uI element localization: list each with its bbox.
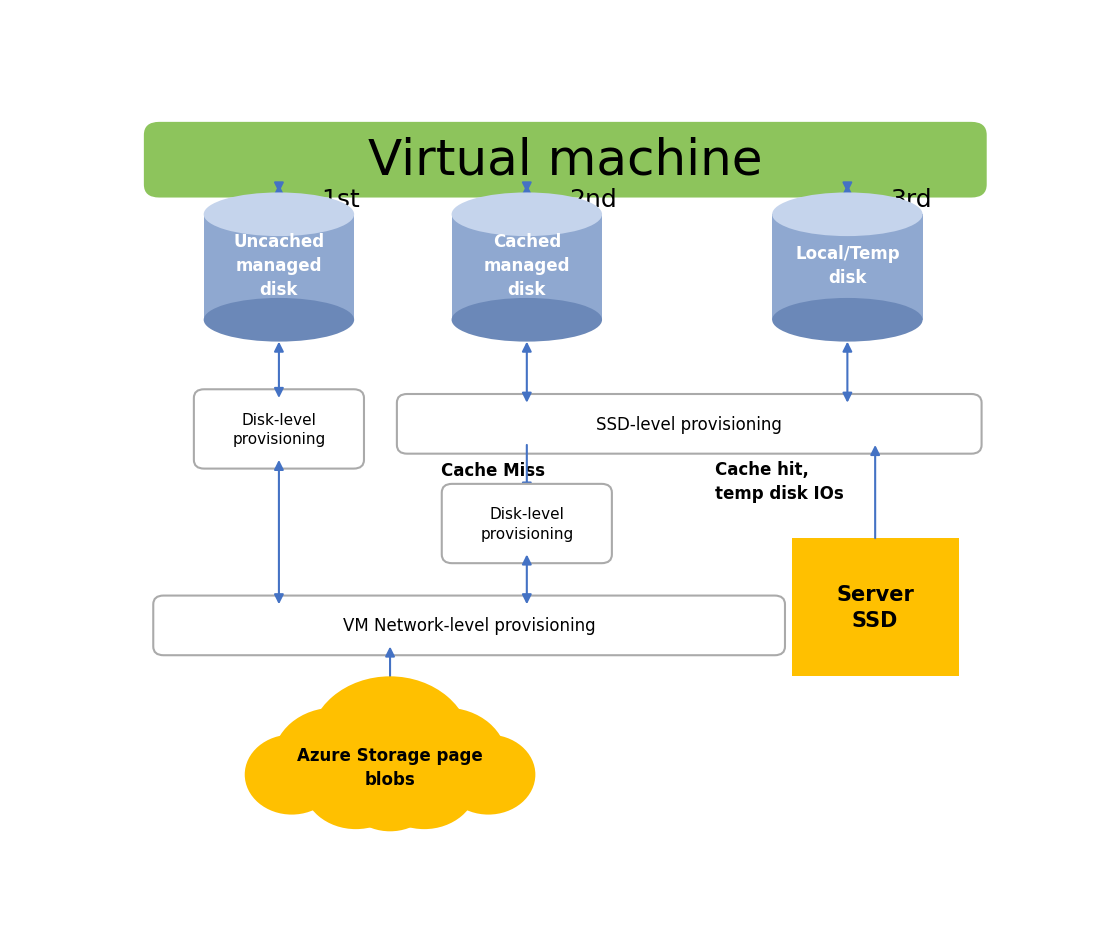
Circle shape [343,751,437,832]
Text: 1st: 1st [322,188,361,212]
Text: SSD-level provisioning: SSD-level provisioning [597,415,782,433]
Ellipse shape [451,194,602,237]
FancyBboxPatch shape [397,395,982,454]
FancyBboxPatch shape [143,123,987,198]
Bar [451,215,602,320]
Text: 2nd: 2nd [569,188,618,212]
FancyBboxPatch shape [194,390,364,469]
Text: Cache Miss: Cache Miss [441,462,545,480]
Text: 3rd: 3rd [890,188,932,212]
Ellipse shape [204,194,354,237]
FancyBboxPatch shape [442,484,612,564]
Bar [772,215,922,320]
Text: Disk-level
provisioning: Disk-level provisioning [480,507,574,541]
Text: Local/Temp
disk: Local/Temp disk [795,244,900,287]
Text: Server
SSD: Server SSD [836,584,914,631]
Text: Azure Storage page
blobs: Azure Storage page blobs [297,747,483,788]
Circle shape [384,708,507,813]
Circle shape [309,677,471,815]
Text: VM Network-level provisioning: VM Network-level provisioning [343,616,596,634]
Ellipse shape [772,298,922,343]
Circle shape [245,734,339,815]
Text: Disk-level
provisioning: Disk-level provisioning [233,413,325,447]
Text: Cache hit,
temp disk IOs: Cache hit, temp disk IOs [715,461,844,502]
Ellipse shape [772,194,922,237]
Bar [204,215,354,320]
Circle shape [372,739,478,829]
Bar [792,538,959,677]
Text: Uncached
managed
disk: Uncached managed disk [234,232,324,299]
FancyBboxPatch shape [153,596,785,655]
Circle shape [303,739,409,829]
Text: Cached
managed
disk: Cached managed disk [483,232,570,299]
Ellipse shape [204,298,354,343]
Text: Virtual machine: Virtual machine [368,137,762,184]
Circle shape [272,708,396,813]
Ellipse shape [451,298,602,343]
Circle shape [441,734,535,815]
